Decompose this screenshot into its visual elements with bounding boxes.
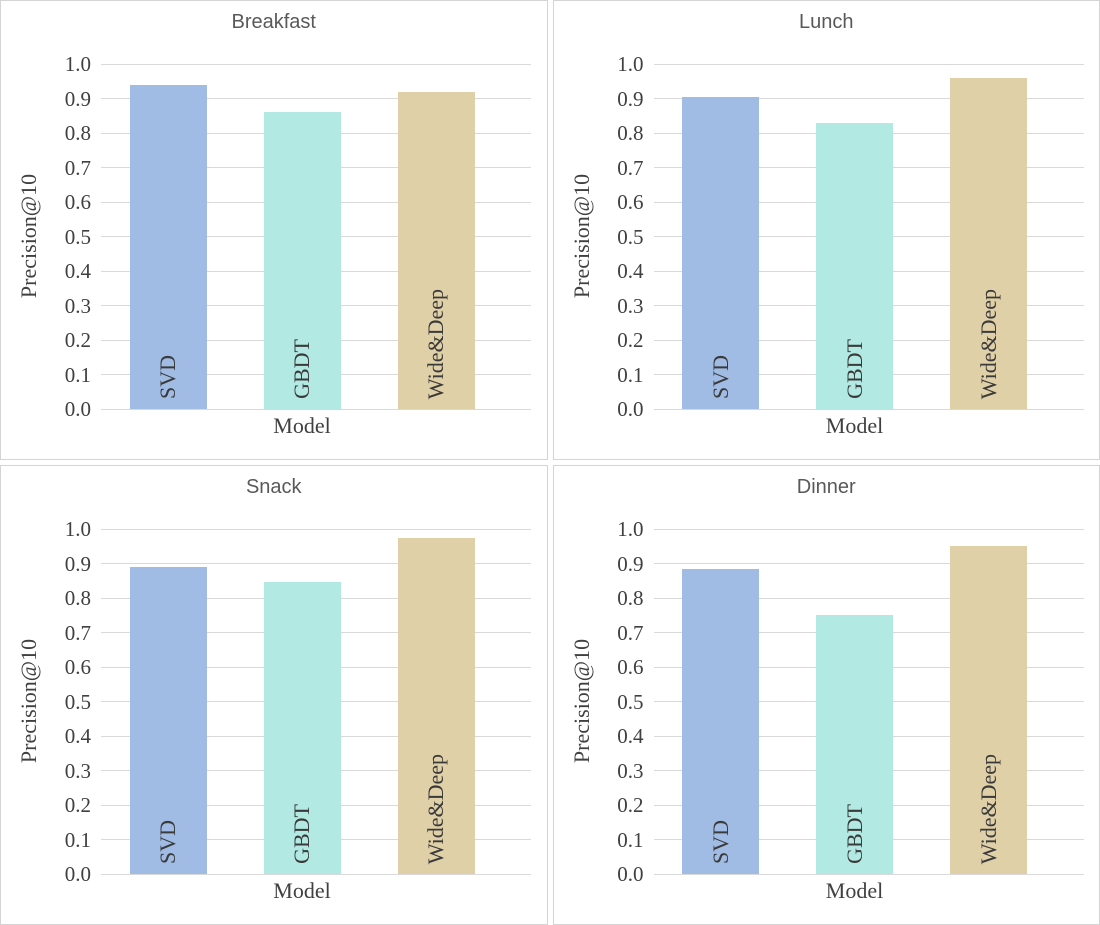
bar: GBDT	[816, 615, 893, 874]
x-axis-label: Model	[825, 878, 884, 903]
y-tick-label: 1.0	[617, 52, 644, 76]
gridline	[653, 528, 1084, 530]
y-tick-label: 0.9	[617, 551, 644, 576]
y-tick-label: 0.1	[64, 827, 91, 852]
y-tick-label: 0.3	[64, 758, 91, 783]
gridline	[653, 98, 1084, 99]
x-axis-label: Model	[825, 413, 884, 438]
y-tick-label: 0.7	[64, 155, 91, 180]
x-axis-label: Model	[273, 413, 331, 438]
bar-category-label: SVD	[707, 354, 733, 399]
y-tick-label: 0.9	[64, 551, 91, 576]
y-tick-label: 0.9	[617, 86, 644, 111]
y-tick-label: 0.5	[617, 224, 644, 249]
bar-category-label: Wide&Deep	[975, 753, 1001, 864]
bar: GBDT	[816, 122, 893, 409]
plot-area: 0.0 0.1 0.2 0.3 0.4 0.5 0.6 0.7 0.8 0.9 1.0 SVD GBDT…	[617, 52, 1084, 421]
bar-category-label: SVD	[155, 354, 180, 399]
gridline	[101, 408, 531, 410]
bar-category-label: Wide&Deep	[423, 753, 448, 864]
y-tick-label: 0.1	[617, 362, 644, 387]
y-tick-label: 0.0	[617, 397, 644, 421]
y-tick-label: 0.4	[64, 724, 91, 748]
plot-area: 0.0 0.1 0.2 0.3 0.4 0.5 0.6 0.7 0.8 0.9 1.0 SVD GBDT…	[617, 517, 1084, 886]
plot-area: 0.0 0.1 0.2 0.3 0.4 0.5 0.6 0.7 0.8 0.9 1.0 SVD GBDT…	[65, 517, 531, 886]
y-tick-label: 1.0	[617, 517, 644, 541]
bar: GBDT	[263, 112, 341, 409]
y-tick-label: 0.0	[64, 397, 91, 421]
bar-category-label: GBDT	[289, 339, 314, 399]
plot-area: 0.0 0.1 0.2 0.3 0.4 0.5 0.6 0.7 0.8 0.9 1.0 SVD GBDT…	[65, 52, 531, 421]
bar: Wide&Deep	[397, 91, 475, 409]
bar: SVD	[129, 84, 207, 409]
chart-panel-dinner: Dinner Precision@10 0.0 0.1 0.2 0.3 0.4 0.5 0.…	[552, 465, 1100, 925]
y-tick-label: 0.4	[617, 724, 644, 748]
y-tick-label: 0.8	[64, 121, 91, 145]
gridline	[653, 408, 1084, 410]
bar: SVD	[682, 96, 759, 409]
chart-title: Dinner	[796, 476, 856, 498]
y-tick-label: 1.0	[64, 52, 91, 76]
y-tick-label: 0.0	[64, 862, 91, 886]
bar: Wide&Deep	[397, 537, 475, 874]
y-tick-label: 0.3	[617, 758, 644, 783]
bar-category-label: GBDT	[841, 804, 867, 864]
gridline	[653, 597, 1084, 599]
bar: GBDT	[263, 582, 341, 874]
y-tick-label: 0.5	[64, 224, 91, 249]
x-axis-label: Model	[273, 878, 331, 903]
chart-title: Snack	[245, 476, 302, 498]
y-tick-label: 0.2	[64, 328, 91, 352]
y-tick-label: 0.2	[617, 328, 644, 352]
bar-category-label: Wide&Deep	[975, 288, 1001, 399]
y-tick-label: 0.7	[617, 155, 644, 180]
y-tick-label: 0.7	[64, 620, 91, 645]
gridline	[101, 528, 531, 530]
y-tick-label: 0.1	[64, 362, 91, 387]
bar: Wide&Deep	[950, 77, 1027, 409]
y-tick-label: 0.7	[617, 620, 644, 645]
gridline	[101, 98, 531, 99]
gridline	[101, 873, 531, 875]
y-tick-label: 0.4	[617, 259, 644, 283]
gridline	[653, 63, 1084, 65]
y-tick-label: 0.8	[617, 586, 644, 610]
y-tick-label: 0.8	[617, 121, 644, 145]
y-tick-label: 0.9	[64, 86, 91, 111]
bar-category-label: GBDT	[841, 339, 867, 399]
y-tick-label: 0.6	[617, 655, 644, 679]
gridline	[101, 563, 531, 564]
chart-panel-breakfast: Breakfast Precision@10 0.0 0.1 0.2 0.3 0.4 0.…	[0, 0, 548, 460]
gridline	[653, 563, 1084, 564]
y-tick-label: 0.2	[617, 793, 644, 817]
chart-title: Breakfast	[231, 11, 316, 33]
y-tick-label: 0.5	[64, 689, 91, 714]
y-tick-label: 0.5	[617, 689, 644, 714]
y-tick-label: 0.0	[617, 862, 644, 886]
bar-category-label: SVD	[155, 819, 180, 864]
y-tick-label: 0.3	[64, 293, 91, 318]
y-tick-label: 0.4	[64, 259, 91, 283]
y-tick-label: 0.6	[617, 190, 644, 214]
chart-panel-snack: Snack Precision@10 0.0 0.1 0.2 0.3 0.4 0.5 0.6…	[0, 465, 548, 925]
bar-category-label: SVD	[707, 819, 733, 864]
y-tick-label: 0.8	[64, 586, 91, 610]
chart-title: Lunch	[799, 11, 854, 33]
gridline	[101, 63, 531, 65]
bar: Wide&Deep	[950, 546, 1027, 874]
bar: SVD	[682, 568, 759, 874]
y-tick-label: 0.3	[617, 293, 644, 318]
chart-panel-lunch: Lunch Precision@10 0.0 0.1 0.2 0.3 0.4 0.5 0.6…	[552, 0, 1100, 460]
y-tick-label: 0.6	[64, 655, 91, 679]
bar-category-label: Wide&Deep	[423, 288, 448, 399]
gridline	[653, 873, 1084, 875]
bar-category-label: GBDT	[289, 804, 314, 864]
y-tick-label: 0.2	[64, 793, 91, 817]
y-tick-label: 0.6	[64, 190, 91, 214]
bar: SVD	[129, 566, 207, 874]
y-tick-label: 1.0	[64, 517, 91, 541]
y-tick-label: 0.1	[617, 827, 644, 852]
